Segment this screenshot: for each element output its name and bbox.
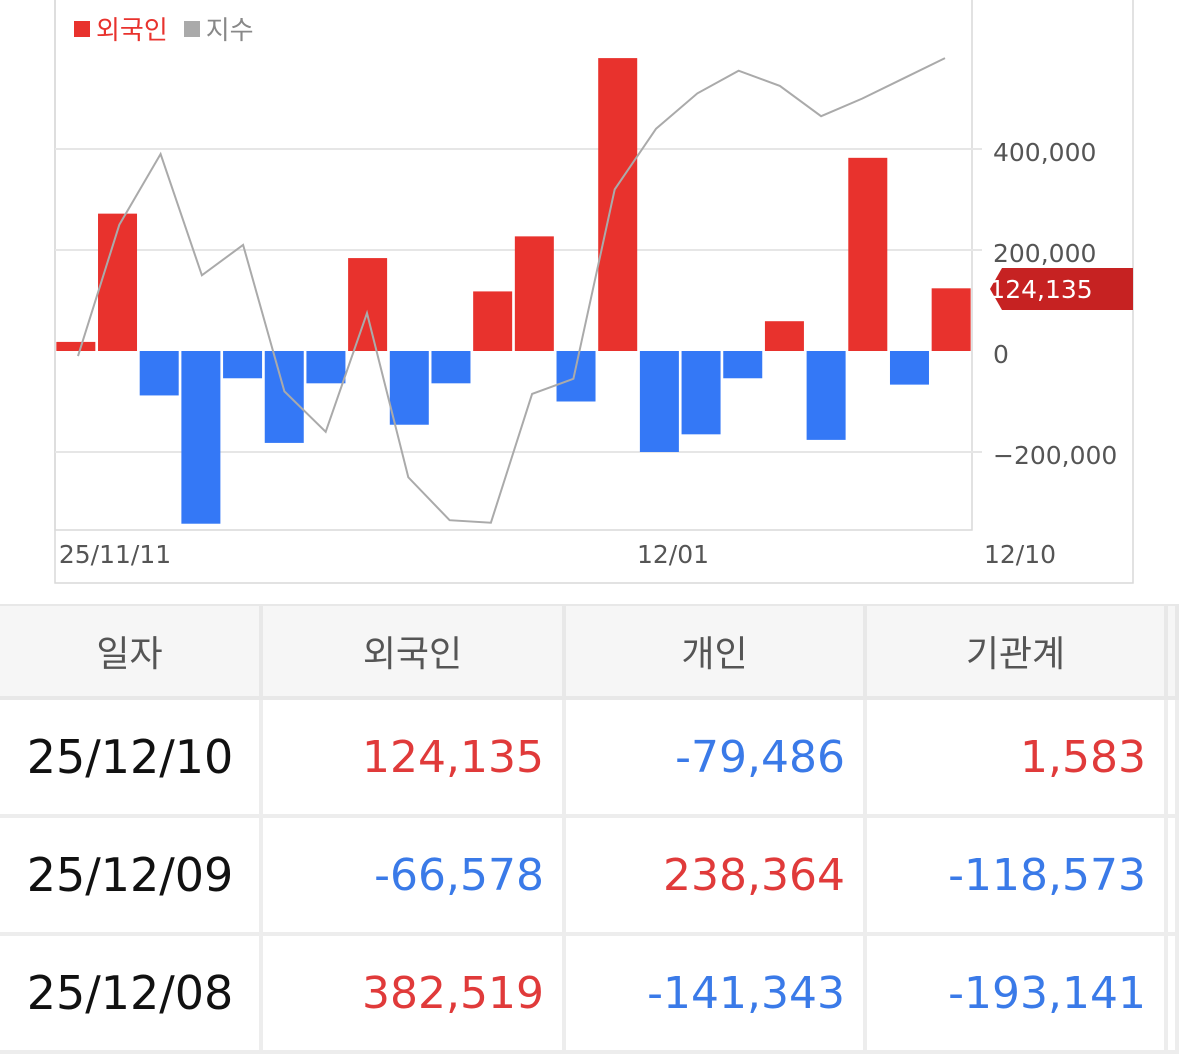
y-tick-label: 400,000	[993, 138, 1096, 167]
bar-foreign[interactable]	[848, 157, 888, 351]
header-date[interactable]: 일자	[0, 604, 263, 700]
cell-institution: 1,583	[867, 700, 1168, 818]
legend-swatch-foreign	[74, 20, 90, 37]
cell-individual: -141,343	[566, 936, 867, 1054]
last-value-label: 124,135	[989, 275, 1092, 304]
index-line	[77, 57, 946, 524]
x-tick-label: 12/01	[637, 540, 709, 569]
bar-foreign[interactable]	[598, 58, 638, 351]
chart-canvas: 400,000 200,000 0 −200,000 25/11/11 12/01 12/1…	[54, 0, 1134, 584]
cell-overflow	[1168, 700, 1179, 818]
bar-foreign[interactable]	[306, 351, 346, 384]
header-individual[interactable]: 개인	[566, 604, 867, 700]
legend-label-foreign: 외국인	[96, 16, 168, 46]
header-institution[interactable]: 기관계	[867, 604, 1168, 700]
bar-foreign[interactable]	[556, 351, 596, 402]
cell-foreign: -66,578	[263, 818, 566, 936]
x-tick-label: 12/10	[984, 540, 1056, 569]
table-header-row: 일자 외국인 개인 기관계	[0, 604, 1179, 700]
legend-item-index[interactable]: 지수	[183, 10, 254, 47]
legend-swatch-index	[183, 20, 200, 37]
bar-foreign[interactable]	[514, 236, 554, 351]
last-value-tag	[990, 268, 1133, 310]
bar-foreign[interactable]	[264, 351, 304, 443]
cell-institution: -118,573	[867, 818, 1168, 936]
table-row[interactable]: 25/12/08 382,519 -141,343 -193,141	[0, 936, 1179, 1054]
bar-foreign[interactable]	[639, 351, 679, 452]
cell-foreign: 124,135	[263, 700, 566, 818]
bar-foreign[interactable]	[681, 351, 721, 435]
bar-foreign[interactable]	[98, 213, 138, 351]
cell-individual: 238,364	[566, 818, 867, 936]
legend-label-index: 지수	[205, 16, 254, 46]
bar-foreign[interactable]	[139, 351, 179, 396]
cell-foreign: 382,519	[263, 936, 566, 1054]
bar-foreign[interactable]	[764, 321, 804, 351]
bar-foreign[interactable]	[181, 351, 221, 524]
cell-overflow	[1168, 936, 1179, 1054]
cell-institution: -193,141	[867, 936, 1168, 1054]
bar-foreign[interactable]	[889, 351, 929, 385]
cell-individual: -79,486	[566, 700, 867, 818]
y-tick-label: −200,000	[993, 441, 1117, 470]
bar-foreign[interactable]	[806, 351, 846, 440]
cell-date: 25/12/10	[0, 700, 263, 818]
investor-table: 일자 외국인 개인 기관계 25/12/10 124,135 -79,486 1,58…	[0, 604, 1179, 1054]
bar-foreign[interactable]	[723, 351, 763, 379]
legend-item-foreign[interactable]: 외국인	[74, 10, 168, 47]
chart-legend: 외국인 지수	[74, 10, 270, 47]
header-overflow	[1168, 604, 1179, 700]
x-tick-label: 25/11/11	[59, 540, 171, 569]
bar-foreign[interactable]	[473, 291, 513, 351]
table-row[interactable]: 25/12/10 124,135 -79,486 1,583	[0, 700, 1179, 818]
bar-foreign[interactable]	[931, 288, 971, 351]
table-row[interactable]: 25/12/09 -66,578 238,364 -118,573	[0, 818, 1179, 936]
cell-date: 25/12/09	[0, 818, 263, 936]
bar-foreign[interactable]	[431, 351, 471, 384]
y-tick-label: 200,000	[993, 239, 1096, 268]
cell-date: 25/12/08	[0, 936, 263, 1054]
bar-foreign[interactable]	[223, 351, 263, 379]
bar-foreign[interactable]	[348, 258, 388, 351]
bar-foreign[interactable]	[56, 341, 96, 351]
cell-overflow	[1168, 818, 1179, 936]
bar-foreign[interactable]	[389, 351, 429, 425]
investor-chart: 400,000 200,000 0 −200,000 25/11/11 12/01 12/1…	[54, 0, 1134, 584]
plot-area-border	[54, 0, 973, 531]
header-foreign[interactable]: 외국인	[263, 604, 566, 700]
y-tick-label: 0	[993, 340, 1009, 369]
